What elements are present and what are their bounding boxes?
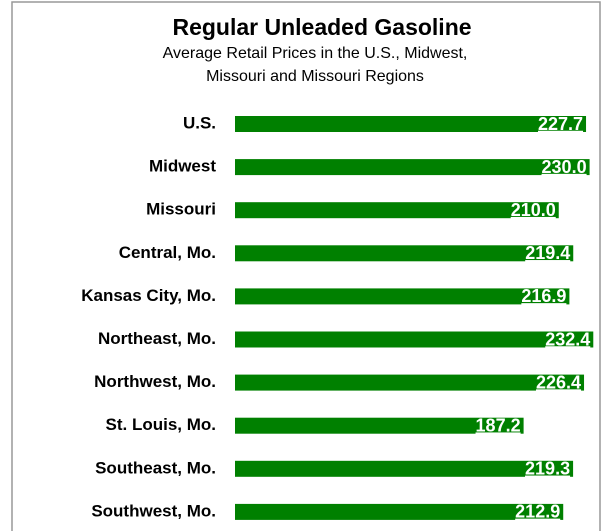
category-label: Kansas City, Mo.	[81, 286, 216, 305]
bar	[235, 245, 574, 262]
value-label: 210.0	[511, 200, 556, 220]
bar	[235, 116, 587, 132]
bar	[235, 331, 594, 348]
chart-title: Regular Unleaded Gasoline	[172, 14, 471, 40]
category-label: Northeast, Mo.	[98, 329, 216, 348]
category-label: Southeast, Mo.	[95, 458, 216, 477]
value-label: 219.3	[525, 459, 570, 479]
value-label: 232.4	[545, 329, 590, 349]
category-label: U.S.	[183, 113, 216, 132]
value-label: 187.2	[476, 415, 521, 435]
category-label: Midwest	[149, 157, 216, 176]
frame	[11, 1, 601, 531]
chart-subtitle: Missouri and Missouri Regions	[206, 68, 424, 85]
value-label: 226.4	[536, 372, 581, 392]
bar	[235, 288, 570, 305]
category-label: St. Louis, Mo.	[106, 415, 217, 434]
value-label: 230.0	[542, 157, 587, 177]
value-label: 212.9	[515, 502, 560, 522]
chart-subtitle: Average Retail Prices in the U.S., Midwe…	[163, 45, 468, 62]
category-label: Southwest, Mo.	[91, 501, 216, 520]
bar	[235, 159, 590, 176]
value-label: 219.4	[525, 243, 570, 263]
bar	[235, 503, 564, 520]
category-label: Missouri	[146, 200, 216, 219]
bar	[235, 374, 585, 391]
category-label: Central, Mo.	[119, 243, 216, 262]
bar	[235, 460, 574, 477]
value-label: 216.9	[521, 286, 566, 306]
category-label: Northwest, Mo.	[94, 372, 216, 391]
value-label: 227.7	[538, 114, 583, 134]
bar	[235, 202, 559, 219]
bar	[235, 417, 524, 434]
